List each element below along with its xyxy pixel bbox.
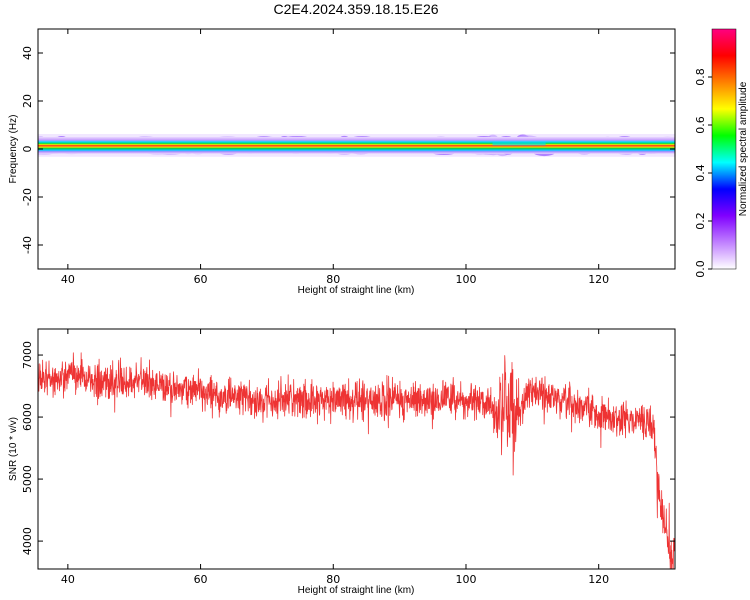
snr-y-tick-label: 4000 [21,527,34,555]
snr-x-tick-label: 40 [61,573,75,586]
spectrogram-y-tick-label: 40 [21,46,34,60]
spectrogram-y-tick-label: 20 [21,94,34,108]
colorbar-label: Normalized spectral amplitude [738,81,749,216]
snr-series-line [38,352,675,569]
spectrogram-x-tick-label: 80 [326,273,340,286]
spectrogram-y-tick-label: -40 [21,236,34,254]
chart-title: C2E4.2024.359.18.15.E26 [273,1,438,17]
snr-x-tick-label: 120 [588,573,609,586]
snr-y-label: SNR (10 * v/v) [8,417,19,481]
spectrogram-x-tick-label: 60 [194,273,208,286]
spectrogram-disturbance [492,142,546,146]
colorbar-tick-label: 0.0 [694,260,707,278]
spectrogram-x-tick-label: 100 [455,273,476,286]
spectrogram-band [38,137,675,154]
snr-y-tick-label: 6000 [21,403,34,431]
spectrogram-x-tick-label: 120 [588,273,609,286]
spectrogram-y-tick-label: -20 [21,188,34,206]
snr-y-tick-label: 7000 [21,341,34,369]
colorbar-tick-label: 0.4 [694,164,707,182]
spectrogram-panel: 40 60 80 100 120 -40 -20 0 20 40 Height of straig… [8,28,676,296]
colorbar-tick-label: 0.6 [694,116,707,134]
spectrogram-y-tick-label: 0 [21,146,34,153]
snr-y-tick-label: 5000 [21,465,34,493]
colorbar-scale [711,28,737,270]
colorbar: 0.0 0.2 0.4 0.6 0.8 Normalized spectral ampl… [694,28,749,278]
colorbar-tick-label: 0.2 [694,212,707,230]
snr-frame [37,328,676,570]
spectrogram-y-label: Frequency (Hz) [8,115,19,184]
snr-x-label: Height of straight line (km) [298,585,415,596]
spectrogram-x-tick-label: 40 [61,273,75,286]
spectrogram-x-label: Height of straight line (km) [298,285,415,296]
snr-x-tick-label: 60 [194,573,208,586]
snr-x-tick-label: 80 [326,573,340,586]
snr-x-tick-label: 100 [455,573,476,586]
snr-panel: 40 60 80 100 120 4000 5000 6000 7000 Height of s… [8,328,676,596]
colorbar-tick-label: 0.8 [694,68,707,86]
